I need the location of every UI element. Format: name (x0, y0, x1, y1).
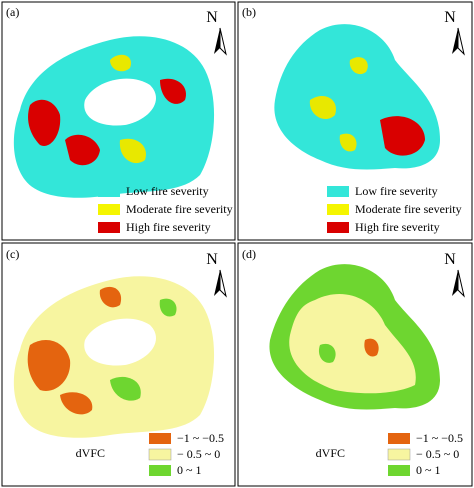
legend-label: High fire severity (355, 220, 440, 234)
legend-label: 0 ~ 1 (177, 463, 202, 477)
legend-swatch (98, 186, 120, 197)
legend-title: dVFC (76, 446, 105, 460)
legend-label: − 0.5 ~ 0 (177, 447, 220, 461)
panel-a: (a) N Low fire severity Moderate fire se… (1, 1, 236, 241)
legend-swatch (148, 448, 172, 461)
panel-b: (b) N Low fire severity Moderate fire se… (237, 1, 473, 241)
legend-swatch (98, 204, 120, 215)
legend-swatch (98, 222, 120, 233)
map (269, 264, 440, 410)
legend-swatch (149, 433, 171, 444)
legend-label: Low fire severity (126, 184, 209, 198)
legend-label: Moderate fire severity (126, 202, 233, 216)
panel-label: (b) (242, 5, 256, 19)
legend-swatch (327, 204, 349, 215)
legend-swatch (387, 448, 411, 461)
legend-label: −1 ~ −0.5 (416, 431, 463, 445)
map (274, 24, 440, 170)
legend-label: −1 ~ −0.5 (177, 431, 224, 445)
panel-d: (d) N dVFC −1 ~ −0.5 − 0.5 ~ 0 0 ~ 1 (237, 242, 473, 487)
panel-label: (c) (6, 247, 19, 261)
legend-swatch (327, 186, 349, 197)
legend: Low fire severity Moderate fire severity… (98, 184, 233, 234)
panel-c: (c) N dVFC −1 ~ −0.5 − 0.5 ~ 0 0 ~ 1 (1, 242, 236, 487)
legend-swatch (149, 465, 171, 476)
legend: dVFC −1 ~ −0.5 − 0.5 ~ 0 0 ~ 1 (76, 431, 224, 477)
legend-swatch (327, 222, 349, 233)
north-label: N (206, 251, 218, 268)
panel-label: (d) (242, 247, 256, 261)
legend-label: Moderate fire severity (355, 202, 462, 216)
legend-label: − 0.5 ~ 0 (416, 447, 459, 461)
legend: Low fire severity Moderate fire severity… (327, 184, 462, 234)
legend-label: High fire severity (126, 220, 211, 234)
north-label: N (444, 251, 456, 268)
legend-label: 0 ~ 1 (416, 463, 441, 477)
panel-label: (a) (6, 5, 19, 19)
map (13, 36, 215, 198)
map (13, 276, 215, 438)
north-label: N (444, 9, 456, 26)
legend: dVFC −1 ~ −0.5 − 0.5 ~ 0 0 ~ 1 (316, 431, 463, 477)
legend-swatch (388, 433, 410, 444)
north-label: N (206, 9, 218, 26)
legend-label: Low fire severity (355, 184, 438, 198)
legend-swatch (388, 465, 410, 476)
legend-title: dVFC (316, 446, 345, 460)
